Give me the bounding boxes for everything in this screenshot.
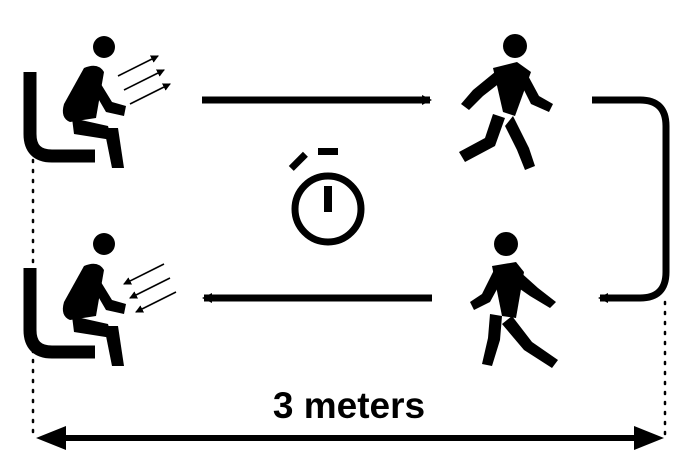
person-body-icon bbox=[62, 65, 104, 122]
distance-arrow-right-head bbox=[634, 426, 664, 450]
sit-to-stand-icon bbox=[23, 36, 171, 168]
turn-around-arrow bbox=[592, 96, 670, 303]
walking-person-icon bbox=[459, 34, 553, 170]
distance-label: 3 meters bbox=[273, 385, 425, 426]
stand-to-sit-icon bbox=[23, 233, 177, 366]
sit-motion-arrows-icon bbox=[123, 263, 177, 313]
rise-motion-arrows-icon bbox=[117, 55, 171, 105]
chair-icon bbox=[23, 268, 95, 359]
walking-person-icon bbox=[470, 232, 558, 368]
chair-icon bbox=[23, 72, 95, 163]
person-head-icon bbox=[93, 36, 115, 58]
stopwatch-icon bbox=[288, 148, 365, 246]
distance-arrow-left-head bbox=[36, 426, 66, 450]
